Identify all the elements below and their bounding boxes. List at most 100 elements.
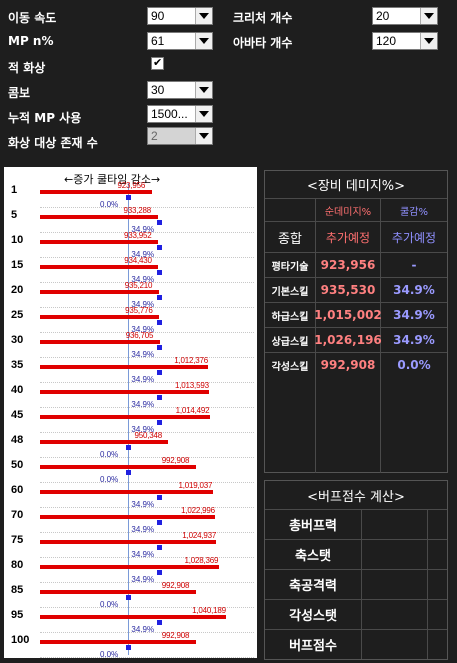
damage-bar [40,565,219,569]
buff-row-divider [265,629,447,630]
equip-table: <장비 데미지%> 순데미지% 쿨감% 종합 추가예정 추가예정 평타기술 923… [264,170,448,473]
damage-label: 992,908 [161,631,190,640]
chevron-down-icon[interactable] [420,33,437,49]
move-speed-value: 90 [151,9,165,23]
accum-mp-value: 1500... [151,107,188,121]
damage-label: 1,040,189 [192,606,226,615]
buff-row-divider [265,569,447,570]
cooldown-point [126,470,131,475]
cooldown-label: 0.0% [100,200,119,209]
grid-line [40,232,254,233]
row-label: 평타기술 [271,261,309,273]
move-speed-select[interactable]: 90 [147,7,213,25]
damage-bar [40,265,159,269]
level-label: 5 [11,209,18,221]
enemy-burn-checkbox[interactable]: ✔ [151,56,164,70]
damage-bar [40,315,160,319]
chevron-down-icon[interactable] [195,8,212,24]
avatar-count-label: 아바타 개수 [233,36,293,50]
damage-label: 936,705 [125,331,154,340]
damage-bar [40,540,217,544]
cooldown-point [157,495,163,500]
combo-value: 30 [151,83,165,97]
grid-line [40,407,254,408]
damage-label: 1,028,369 [184,556,219,565]
chevron-down-icon[interactable] [195,128,212,144]
cooldown-point [157,545,163,550]
damage-label: 934,430 [124,256,152,265]
creature-count-select[interactable]: 20 [372,7,438,25]
accum-mp-select[interactable]: 1500... [147,105,213,123]
cooldown-label: 34.9% [131,225,155,234]
row-cd: 34.9% [393,283,435,297]
damage-label: 933,952 [123,231,152,240]
level-label: 50 [11,459,24,471]
damage-bar [40,590,196,594]
checkmark-icon: ✔ [153,56,163,69]
combo-select[interactable]: 30 [147,81,213,99]
damage-bar [40,390,210,394]
chevron-down-icon[interactable] [420,8,437,24]
damage-bar [40,640,196,644]
buff-table-title: <버프점수 계산> [307,489,405,505]
grid-line [40,507,254,508]
chart-title: ←증가 쿨타임 감소→ [64,173,161,186]
damage-bar [40,240,158,244]
total-label: 종합 [278,231,302,247]
grid-line [40,282,254,283]
level-label: 80 [11,559,24,571]
level-label: 75 [11,534,24,546]
cooldown-point [157,245,163,250]
cooldown-label: 34.9% [131,325,155,334]
col-header-damage: 순데미지% [324,206,372,218]
buff-row-label: 버프점수 [289,639,337,654]
level-label: 25 [11,309,24,321]
damage-bar [40,415,210,419]
row-divider [265,277,447,278]
row-cd: 34.9% [393,308,435,322]
damage-label: 992,908 [161,456,190,465]
move-speed-label: 이동 속도 [8,11,57,25]
cooldown-point [157,620,163,625]
cooldown-point [157,320,163,325]
burn-targets-label: 화상 대상 존재 수 [8,136,98,150]
chevron-down-icon[interactable] [195,33,212,49]
damage-label: 1,024,937 [182,531,217,540]
damage-label: 935,210 [124,281,153,290]
burn-targets-select[interactable]: 2 [147,127,213,145]
cooldown-label: 34.9% [131,550,155,559]
chevron-down-icon[interactable] [195,106,212,122]
chevron-down-icon[interactable] [195,82,212,98]
equip-table-title: <장비 데미지%> [306,179,406,194]
level-label: 20 [11,284,24,296]
damage-bar [40,365,209,369]
row-cd: - [411,258,417,272]
avatar-count-select[interactable]: 120 [372,32,438,50]
total-cd: 추가예정 [391,230,437,245]
row-divider [265,327,447,328]
row-divider [265,352,447,353]
damage-cooldown-chart: ←증가 쿨타임 감소→ 1 923,956 0.0% 5 933,288 34.9% 10 9… [4,167,257,659]
level-label: 30 [11,334,24,346]
grid-line [40,482,254,483]
grid-line [40,532,254,533]
grid-line [40,657,254,658]
cooldown-label: 0.0% [100,650,119,659]
damage-label: 1,019,037 [178,481,213,490]
cooldown-point [126,595,131,600]
creature-count-label: 크리처 개수 [233,11,293,25]
row-label: 각성스킬 [271,361,309,373]
row-cd: 34.9% [393,333,435,347]
row-damage: 1,026,196 [314,333,382,347]
row-damage: 992,908 [320,358,376,372]
damage-label: 923,956 [117,181,146,190]
damage-bar [40,515,216,519]
row-label: 상급스킬 [271,336,309,348]
cooldown-point [157,270,163,275]
mp-n-select[interactable]: 61 [147,32,213,50]
damage-label: 935,776 [125,306,153,315]
damage-bar [40,465,196,469]
row-damage: 923,956 [320,258,376,272]
cooldown-point [157,520,163,525]
level-label: 48 [11,434,24,446]
